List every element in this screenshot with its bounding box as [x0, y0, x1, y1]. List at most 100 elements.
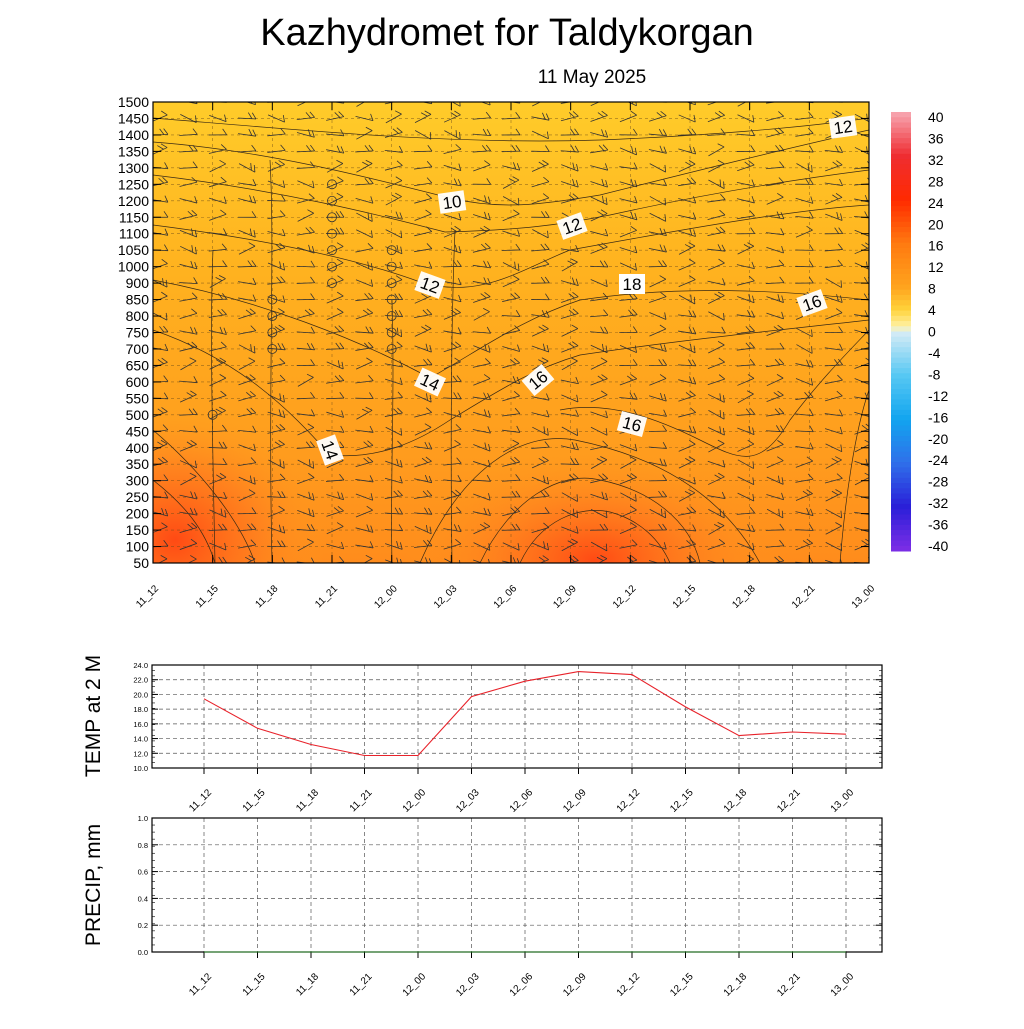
- colorbar-swatch: [891, 415, 911, 421]
- x-tick-label: 11_18: [254, 583, 281, 610]
- colorbar-swatch: [891, 457, 911, 463]
- colorbar-swatch: [891, 488, 911, 494]
- colorbar-swatch: [891, 316, 911, 322]
- y-tick-label: 1150: [119, 209, 149, 225]
- colorbar-label: -32: [928, 495, 948, 511]
- colorbar-swatch: [891, 258, 911, 264]
- colorbar-swatch: [891, 441, 911, 447]
- x-tick-label: 11_15: [241, 971, 268, 998]
- colorbar-swatch: [891, 379, 911, 385]
- x-tick-label: 12_03: [454, 787, 482, 815]
- chart-subtitle: 11 May 2025: [538, 67, 646, 88]
- colorbar-swatch: [891, 190, 911, 196]
- colorbar-swatch: [891, 311, 911, 317]
- colorbar-swatch: [891, 284, 911, 290]
- colorbar-swatch: [891, 446, 911, 452]
- y-tick-label: 0.6: [138, 868, 148, 877]
- x-tick-label: 12_21: [790, 583, 818, 611]
- x-tick-label: 11_12: [187, 971, 214, 998]
- heatmap-warm-cell: [405, 450, 785, 670]
- colorbar-swatch: [891, 253, 911, 259]
- colorbar-swatch: [891, 196, 911, 202]
- x-tick-label: 11_12: [187, 787, 214, 814]
- y-tick-label: 200: [126, 506, 150, 522]
- x-tick-label: 12_15: [668, 787, 696, 815]
- colorbar-swatch: [891, 138, 911, 144]
- barb-staff: [502, 250, 520, 251]
- x-tick-label: 12_15: [668, 971, 696, 999]
- colorbar-swatch: [891, 420, 911, 426]
- colorbar-label: 4: [928, 302, 936, 318]
- barb-flag: [277, 96, 281, 102]
- x-tick-label: 12_18: [730, 583, 758, 611]
- barb-flag: [747, 92, 753, 99]
- y-tick-label: 24.0: [133, 661, 148, 670]
- colorbar-swatch: [891, 274, 911, 280]
- contour-label: 18: [619, 274, 645, 294]
- barb-flag: [659, 96, 663, 102]
- colorbar-swatch: [891, 321, 911, 327]
- y-tick-label: 400: [126, 440, 150, 456]
- y-tick-label: 350: [126, 456, 150, 472]
- wind-barb: [854, 96, 872, 102]
- y-tick-label: 0.8: [138, 841, 148, 850]
- x-tick-label: 12_12: [611, 583, 639, 611]
- wind-barb: [267, 96, 285, 103]
- colorbar-swatch: [891, 279, 911, 285]
- colorbar-swatch: [891, 368, 911, 374]
- x-tick-label: 12_06: [508, 787, 536, 815]
- y-tick-label: 700: [126, 341, 150, 357]
- precip-y-label: PRECIP, mm: [82, 824, 105, 946]
- colorbar-swatch: [891, 525, 911, 531]
- colorbar-label: -12: [928, 388, 948, 404]
- colorbar-swatch: [891, 201, 911, 207]
- x-tick-label: 12_21: [775, 971, 803, 999]
- x-tick-label: 12_18: [722, 971, 750, 999]
- colorbar-swatch: [891, 248, 911, 254]
- colorbar-label: 0: [928, 324, 936, 340]
- colorbar-swatch: [891, 499, 911, 505]
- colorbar-swatch: [891, 222, 911, 228]
- x-tick-label: 12_06: [492, 583, 520, 611]
- colorbar-swatch: [891, 227, 911, 233]
- colorbar-swatch: [891, 180, 911, 186]
- colorbar-label: 36: [928, 130, 944, 146]
- y-tick-label: 100: [126, 539, 150, 555]
- colorbar-swatch: [891, 426, 911, 432]
- y-tick-label: 850: [126, 292, 150, 308]
- barb-flag: [393, 95, 398, 102]
- barb-flag: [539, 94, 545, 101]
- barb-flag: [366, 92, 372, 99]
- x-tick-label: 12_00: [401, 787, 429, 815]
- colorbar: 4036322824201612840-4-8-12-16-20-24-28-3…: [891, 109, 948, 554]
- colorbar-swatch: [891, 431, 911, 437]
- colorbar-label: 12: [928, 259, 944, 275]
- barb-flag: [663, 96, 667, 102]
- y-tick-label: 1200: [118, 193, 149, 209]
- y-tick-label: 1500: [118, 94, 149, 110]
- colorbar-swatch: [891, 300, 911, 306]
- colorbar-swatch: [891, 211, 911, 217]
- colorbar-swatch: [891, 520, 911, 526]
- y-tick-label: 16.0: [133, 720, 148, 729]
- colorbar-label: 28: [928, 173, 944, 189]
- colorbar-swatch: [891, 452, 911, 458]
- y-tick-label: 50: [133, 555, 149, 571]
- y-tick-label: 650: [126, 357, 150, 373]
- colorbar-swatch: [891, 363, 911, 369]
- x-tick-label: 13_00: [850, 583, 878, 611]
- colorbar-swatch: [891, 352, 911, 358]
- y-tick-label: 750: [126, 325, 150, 341]
- colorbar-label: -4: [928, 345, 941, 361]
- x-tick-label: 13_00: [829, 971, 857, 999]
- y-tick-label: 1000: [118, 259, 149, 275]
- contour-label: 12: [829, 115, 858, 138]
- barb-staff: [766, 530, 784, 531]
- colorbar-swatch: [891, 509, 911, 515]
- colorbar-swatch: [891, 394, 911, 400]
- colorbar-swatch: [891, 332, 911, 338]
- colorbar-swatch: [891, 530, 911, 536]
- barb-flag: [775, 95, 780, 101]
- y-tick-label: 500: [126, 407, 150, 423]
